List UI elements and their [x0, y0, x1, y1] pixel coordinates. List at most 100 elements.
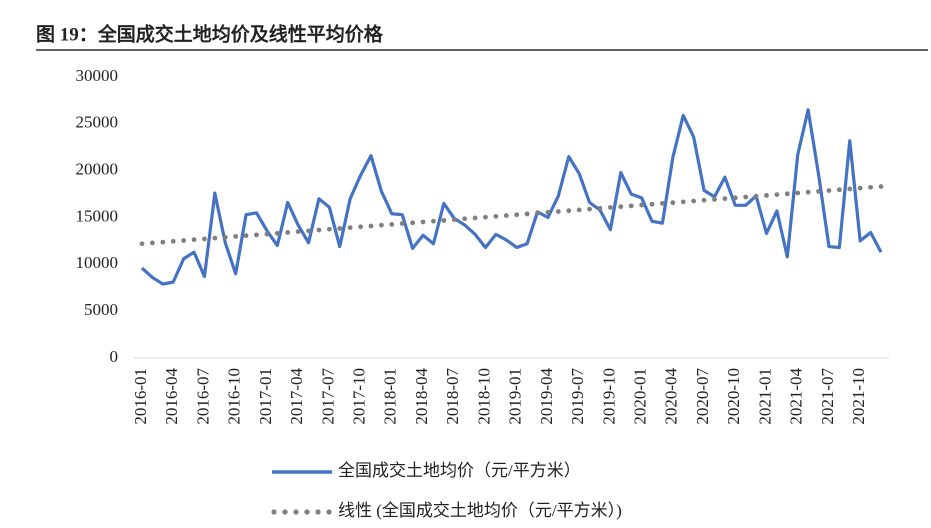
- trend-dot: [774, 192, 780, 197]
- x-tick-label: 2017-01: [256, 368, 275, 425]
- trend-dot: [680, 199, 686, 205]
- y-tick-label: 30000: [76, 66, 119, 85]
- trend-dot: [795, 190, 801, 196]
- trend-dot: [618, 204, 624, 210]
- trend-dot: [628, 203, 634, 209]
- trend-dot: [836, 187, 842, 193]
- trend-dot: [306, 228, 311, 234]
- x-tick-label: 2020-04: [662, 368, 681, 425]
- trend-dot: [816, 188, 821, 194]
- x-tick-label: 2018-01: [381, 368, 400, 425]
- x-tick-label: 2018-04: [412, 368, 431, 425]
- x-tick-label: 2021-04: [787, 368, 806, 425]
- trend-dot: [295, 229, 301, 235]
- trend-dot: [347, 225, 353, 231]
- trend-dot: [160, 239, 166, 245]
- trend-dot: [805, 189, 811, 195]
- legend-label: 全国成交土地均价（元/平方米）: [338, 461, 581, 480]
- y-tick-label: 25000: [76, 113, 119, 132]
- trend-dot: [472, 215, 478, 221]
- trend-dot: [764, 192, 769, 198]
- trend-dot: [753, 193, 759, 199]
- trend-dot: [587, 206, 592, 212]
- trend-dot: [254, 232, 259, 238]
- trend-dot: [358, 224, 363, 230]
- trend-dot: [503, 213, 509, 218]
- trend-dot: [743, 194, 749, 200]
- trend-dot: [784, 191, 790, 197]
- trend-dot: [243, 233, 249, 239]
- trend-dot: [639, 202, 645, 208]
- trend-dot: [316, 227, 322, 233]
- legend-swatch: [293, 509, 299, 515]
- x-tick-label: 2019-10: [599, 368, 618, 425]
- y-tick-label: 5000: [84, 300, 118, 319]
- x-tick-label: 2018-10: [474, 368, 493, 425]
- trend-dot: [722, 196, 728, 202]
- x-tick-label: 2020-10: [724, 368, 743, 425]
- trend-dot: [566, 208, 572, 214]
- x-tick-label: 2017-10: [349, 368, 368, 425]
- legend-swatch: [315, 509, 321, 515]
- x-tick-label: 2016-10: [225, 368, 244, 425]
- x-tick-label: 2018-07: [443, 368, 462, 425]
- trend-dot: [597, 205, 603, 211]
- trend-dot: [649, 201, 655, 207]
- trend-dot: [576, 207, 582, 213]
- trend-dot: [170, 238, 176, 244]
- x-tick-label: 2019-04: [537, 368, 556, 425]
- trend-dot: [181, 238, 187, 243]
- trend-dot: [670, 200, 676, 206]
- trend-dot: [555, 209, 561, 214]
- trend-dot: [202, 236, 207, 242]
- trend-dot: [462, 216, 468, 222]
- trend-dot: [493, 213, 499, 219]
- x-tick-label: 2020-07: [693, 368, 712, 425]
- trend-dot: [191, 237, 197, 243]
- trend-dot: [139, 241, 145, 247]
- trend-dot: [389, 221, 395, 227]
- trend-dot: [326, 226, 332, 232]
- x-tick-label: 2020-01: [631, 368, 650, 425]
- legend-swatch: [282, 509, 288, 515]
- trend-dot: [660, 201, 665, 206]
- trend-dot: [264, 231, 270, 237]
- trend-dot: [514, 212, 520, 218]
- trend-dot: [337, 226, 343, 231]
- trend-dot: [410, 220, 416, 226]
- x-tick-label: 2017-04: [287, 368, 306, 425]
- trend-dot: [420, 219, 426, 225]
- trend-dot: [535, 210, 540, 216]
- legend-swatch: [304, 509, 310, 515]
- trend-dot: [826, 188, 832, 193]
- trend-dot: [483, 214, 488, 220]
- x-tick-label: 2017-07: [318, 368, 337, 425]
- x-tick-label: 2016-07: [193, 368, 212, 425]
- y-tick-label: 10000: [76, 253, 119, 272]
- legend-label: 线性 (全国成交土地均价（元/平方米）): [338, 501, 622, 520]
- trend-dot: [285, 230, 291, 235]
- trend-dot: [847, 186, 853, 192]
- trend-dot: [451, 217, 457, 222]
- trend-dot: [732, 195, 738, 201]
- trend-dot: [233, 234, 239, 239]
- trend-dot: [607, 205, 613, 210]
- y-tick-label: 0: [110, 347, 119, 366]
- trend-dot: [441, 217, 447, 223]
- x-tick-label: 2021-01: [755, 368, 774, 425]
- trend-dot: [701, 197, 707, 203]
- legend-swatch: [326, 509, 332, 515]
- trend-dot: [399, 221, 405, 226]
- trend-dot: [691, 198, 697, 204]
- trend-dot: [368, 223, 374, 229]
- chart-title: 图 19：全国成交土地均价及线性平均价格: [36, 22, 384, 45]
- x-tick-label: 2021-10: [849, 368, 868, 425]
- trend-dot: [378, 222, 384, 228]
- trend-dot: [857, 185, 863, 191]
- y-tick-label: 20000: [76, 160, 119, 179]
- trend-dot: [431, 218, 436, 224]
- trend-dot: [868, 184, 873, 190]
- x-tick-label: 2016-01: [131, 368, 150, 425]
